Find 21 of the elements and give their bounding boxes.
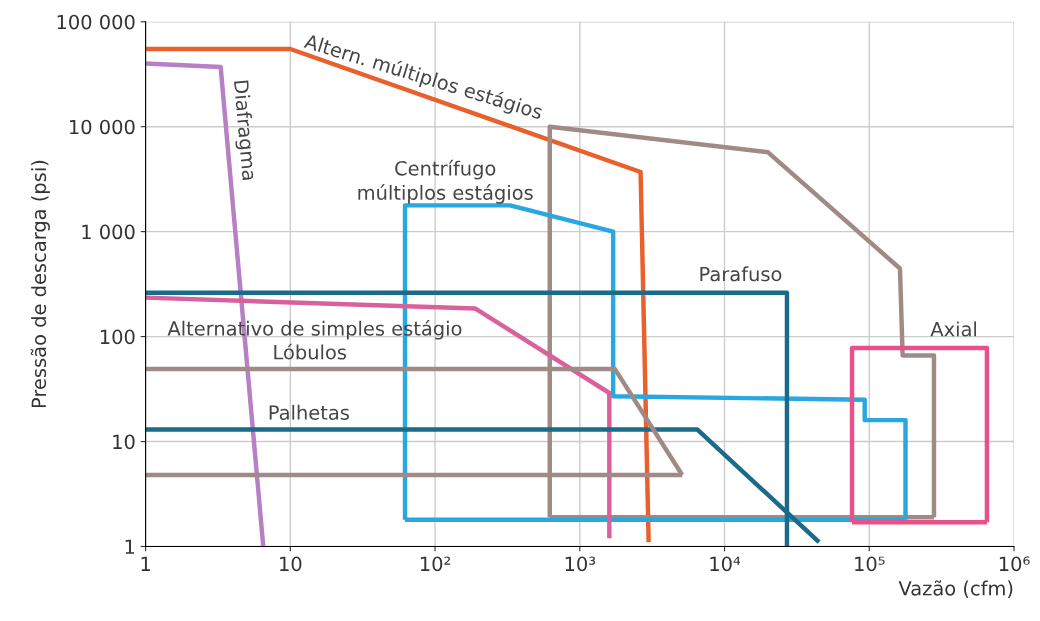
y-tick-label: 10 000: [69, 119, 135, 135]
y-tick-label: 100: [100, 329, 135, 345]
x-tick-label: 10: [280, 556, 302, 572]
x-tick-label: 10³: [565, 556, 596, 572]
series-label: Axial: [930, 321, 977, 337]
x-tick-label: 10⁵: [855, 556, 885, 572]
x-tick-label: 10⁶: [999, 556, 1030, 572]
x-tick-label: 1: [141, 556, 150, 571]
text: Diafragma: [230, 80, 258, 181]
series-label: Centrífugo múltiplos estágios: [358, 159, 533, 204]
x-axis-title: Vazão (cfm): [898, 580, 1013, 598]
series-label: Lóbulos: [274, 343, 347, 360]
y-tick-label: 1 000: [82, 224, 135, 240]
y-tick-label: 10: [113, 434, 135, 450]
series-label: Palhetas: [269, 404, 349, 420]
x-tick-label: 10⁴: [710, 556, 741, 572]
series-label: Parafuso: [700, 266, 782, 282]
x-tick-label: 10²: [420, 556, 451, 572]
y-tick-label: 100 000: [57, 14, 135, 30]
y-tick-label: 1: [125, 539, 135, 554]
y-axis-title: Pressão de descarga (psi): [30, 160, 50, 408]
